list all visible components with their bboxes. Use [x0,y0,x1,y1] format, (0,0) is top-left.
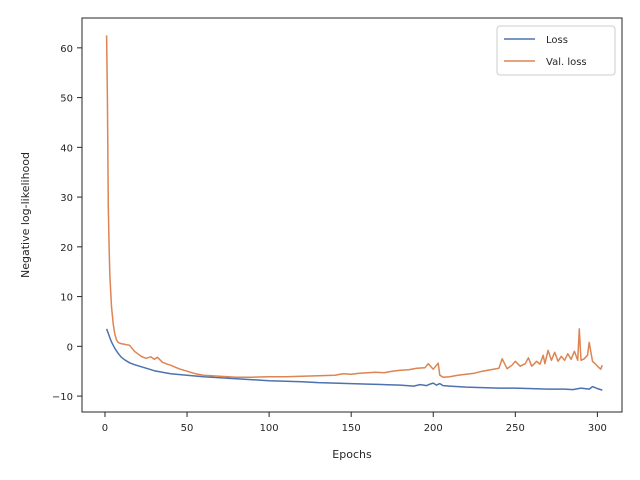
x-tick-label: 100 [260,423,279,434]
series-lines [105,35,603,391]
y-axis-label: Negative log-likelihood [19,152,32,278]
x-axis-label: Epochs [332,448,372,461]
legend-label-val-loss: Val. loss [546,57,587,68]
x-tick-label: 150 [342,423,361,434]
y-tick-label: 0 [67,342,73,353]
series-line-loss [105,328,603,391]
y-tick-label: 10 [60,293,73,304]
x-tick-label: 200 [424,423,443,434]
axes-frame [81,17,623,413]
x-axis-ticks: 0 50 100 150 200 250 300 [102,412,607,434]
y-tick-label: 60 [60,44,73,55]
x-tick-label: 250 [506,423,525,434]
series-line-val-loss [105,35,603,378]
legend-label-loss: Loss [546,35,568,46]
y-tick-label: −10 [52,392,73,403]
x-tick-label: 50 [181,423,194,434]
legend: Loss Val. loss [496,25,616,76]
y-tick-label: 30 [60,193,73,204]
y-tick-label: 20 [60,243,73,254]
y-tick-label: 40 [60,143,73,154]
y-axis-ticks: −10 0 10 20 30 40 50 60 [52,44,82,403]
y-tick-label: 50 [60,94,73,105]
x-tick-label: 0 [102,423,108,434]
x-tick-label: 300 [588,423,607,434]
